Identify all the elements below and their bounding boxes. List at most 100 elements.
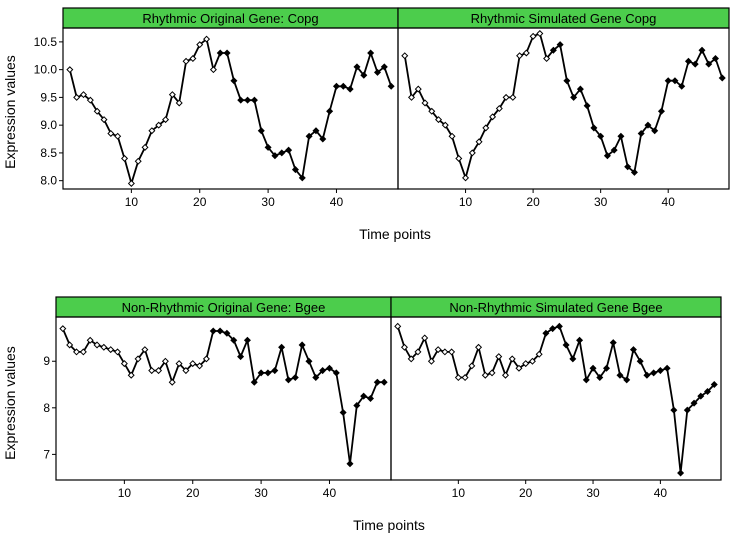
series-line: [68, 37, 393, 187]
data-point: [644, 121, 652, 129]
x-tick-label: 20: [186, 486, 200, 500]
data-point: [590, 124, 598, 132]
series-line: [403, 32, 724, 181]
data-point: [455, 154, 463, 162]
data-point: [684, 57, 692, 65]
data-point: [325, 364, 333, 372]
data-point: [569, 355, 577, 363]
top-chart-group: Expression values Time points: [2, 55, 431, 242]
data-point: [643, 371, 651, 379]
data-point: [285, 146, 293, 154]
data-point: [677, 469, 685, 477]
data-point: [522, 49, 530, 57]
data-point: [664, 77, 672, 85]
data-point: [100, 116, 108, 124]
x-tick-label: 40: [330, 195, 344, 209]
data-point: [346, 460, 354, 468]
data-point: [549, 46, 557, 54]
data-point: [305, 132, 313, 140]
panel-title: Non-Rhythmic Simulated Gene Bgee: [449, 300, 662, 315]
x-tick-label: 30: [261, 195, 275, 209]
data-point: [711, 55, 719, 63]
data-point: [589, 364, 597, 372]
data-point: [216, 49, 224, 57]
data-point: [209, 66, 217, 74]
data-point: [373, 68, 381, 76]
data-point: [400, 343, 408, 351]
data-point: [583, 102, 591, 110]
data-point: [66, 341, 74, 349]
data-point: [468, 149, 476, 157]
data-point: [168, 91, 176, 99]
panel-title: Rhythmic Original Gene: Copg: [142, 11, 318, 26]
data-point: [66, 66, 74, 74]
data-point: [421, 99, 429, 107]
data-point: [148, 367, 156, 375]
data-point: [284, 376, 292, 384]
data-point: [529, 32, 537, 40]
x-tick-label: 40: [662, 195, 676, 209]
data-point: [127, 179, 135, 187]
data-point: [603, 152, 611, 160]
data-point: [656, 367, 664, 375]
chart-panel: Non-Rhythmic Original Gene: Bgee 10 20 30 40…: [43, 296, 392, 500]
data-point: [489, 113, 497, 121]
data-point: [155, 367, 163, 375]
data-point: [298, 341, 306, 349]
x-tick-label: 10: [459, 195, 473, 209]
data-point: [80, 91, 88, 99]
data-point: [663, 364, 671, 372]
data-point: [596, 374, 604, 382]
data-point: [495, 353, 503, 361]
chart-panel: Rhythmic Simulated Gene Copg 10 20 30 40: [397, 7, 730, 209]
y-tick-label: 8.0: [40, 174, 57, 188]
data-point: [114, 348, 122, 356]
data-point: [134, 157, 142, 165]
data-point: [353, 63, 361, 71]
data-point: [555, 322, 563, 330]
data-point: [609, 339, 617, 347]
data-point: [250, 378, 258, 386]
y-tick-label: 9: [43, 354, 50, 368]
data-point: [576, 85, 584, 93]
data-point: [264, 369, 272, 377]
data-point: [339, 82, 347, 90]
data-point: [230, 77, 238, 85]
data-point: [59, 325, 67, 333]
data-point: [690, 399, 698, 407]
data-point: [332, 369, 340, 377]
data-point: [387, 82, 395, 90]
data-point: [175, 99, 183, 107]
y-tick-label: 9.5: [40, 90, 57, 104]
data-point: [86, 96, 94, 104]
data-point: [495, 104, 503, 113]
data-point: [100, 343, 108, 351]
data-point: [408, 93, 416, 101]
data-point: [394, 322, 402, 330]
plot-frame: [397, 27, 730, 190]
data-point: [319, 367, 327, 375]
data-point: [698, 46, 706, 54]
data-point: [461, 374, 469, 382]
data-point: [223, 49, 231, 57]
data-point: [671, 77, 679, 85]
data-point: [127, 371, 135, 379]
data-point: [542, 329, 550, 337]
y-axis-label: Expression values: [2, 55, 18, 169]
data-point: [360, 392, 368, 400]
data-point: [73, 348, 81, 356]
data-point: [73, 93, 81, 101]
data-point: [278, 149, 286, 157]
data-point: [237, 353, 245, 361]
data-point: [582, 376, 590, 384]
data-point: [516, 52, 524, 60]
data-point: [454, 374, 462, 382]
data-point: [332, 82, 340, 90]
data-point: [120, 360, 128, 368]
data-point: [475, 343, 483, 351]
data-point: [148, 127, 156, 135]
x-axis-label: Time points: [353, 517, 425, 533]
data-point: [651, 127, 659, 135]
data-point: [380, 378, 388, 386]
data-point: [536, 30, 544, 38]
